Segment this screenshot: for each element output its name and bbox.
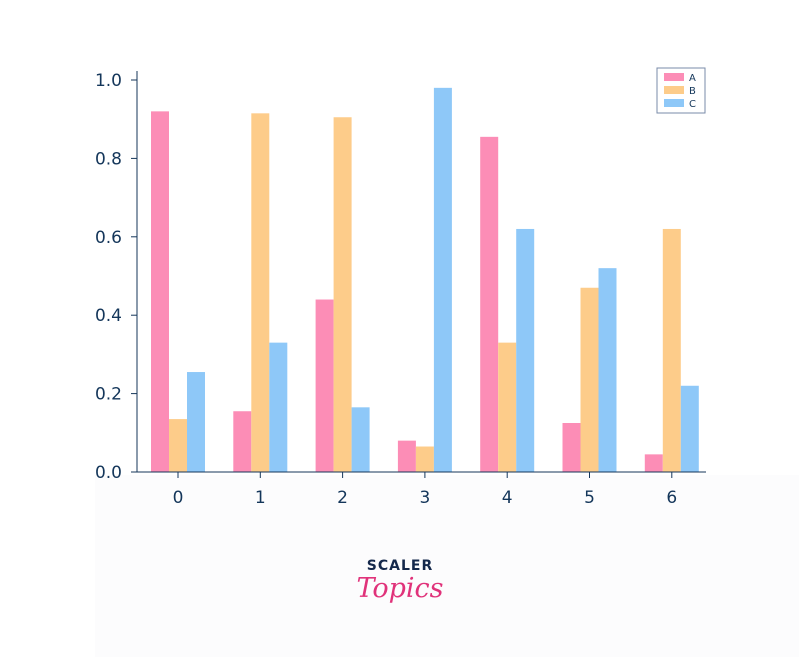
bar-c-0 (187, 372, 205, 472)
bar-b-5 (580, 287, 599, 472)
logo-line2: Topics (356, 573, 443, 604)
y-tick-label: 0.2 (95, 385, 122, 405)
x-tick-label: 3 (419, 488, 430, 508)
y-tick-label: 0.8 (95, 149, 122, 169)
bar-a-3 (397, 440, 416, 472)
x-tick-label: 1 (255, 488, 266, 508)
bar-c-6 (680, 385, 699, 472)
bar-c-4 (516, 228, 535, 472)
y-ticks: 0.0 0.2 0.4 0.6 0.8 1.0 (95, 71, 137, 483)
bar-b-6 (662, 228, 681, 472)
bar-b-3 (415, 446, 434, 472)
bar-c-2 (351, 407, 370, 472)
watermark-background (95, 475, 799, 657)
bar-b-0 (169, 419, 187, 472)
bar-b-1 (251, 113, 270, 472)
bars-group (151, 87, 699, 473)
bar-a-6 (644, 454, 663, 472)
scaler-topics-logo: SCALER Topics (356, 558, 443, 604)
bar-a-1 (233, 411, 252, 472)
bar-b-4 (498, 342, 517, 472)
legend-swatch-b (664, 86, 684, 94)
bar-c-5 (598, 268, 617, 472)
bar-c-1 (269, 342, 288, 472)
x-tick-label: 0 (173, 488, 184, 508)
y-tick-label: 0.0 (95, 463, 122, 483)
x-ticks: 0 1 2 3 4 5 6 (173, 472, 677, 508)
y-tick-label: 1.0 (95, 71, 122, 91)
legend: ABC (656, 67, 706, 114)
y-tick-label: 0.4 (95, 306, 122, 326)
x-tick-label: 6 (666, 488, 677, 508)
x-tick-label: 5 (584, 488, 595, 508)
x-tick-label: 2 (337, 488, 348, 508)
logo-line1: SCALER (367, 558, 433, 574)
bar-a-0 (151, 111, 169, 473)
x-tick-label: 4 (502, 488, 513, 508)
legend-swatch-c (664, 99, 684, 107)
bar-c-3 (433, 87, 452, 472)
legend-swatch-a (664, 73, 684, 81)
legend-label-b: B (689, 86, 696, 97)
y-tick-label: 0.6 (95, 228, 122, 248)
bar-b-2 (333, 117, 352, 473)
bar-a-2 (315, 299, 334, 472)
bar-a-5 (562, 423, 581, 472)
legend-label-a: A (689, 73, 696, 84)
legend-label-c: C (689, 99, 696, 110)
bar-a-4 (480, 136, 499, 472)
